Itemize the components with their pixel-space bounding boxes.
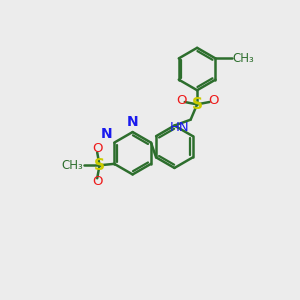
Text: S: S [94, 158, 105, 173]
Text: N: N [100, 127, 112, 141]
Text: O: O [92, 175, 102, 188]
Text: O: O [92, 142, 102, 155]
Text: N: N [127, 115, 138, 129]
Text: O: O [176, 94, 187, 107]
Text: CH₃: CH₃ [61, 159, 83, 172]
Text: S: S [192, 97, 203, 112]
Text: HN: HN [169, 121, 189, 134]
Text: CH₃: CH₃ [233, 52, 255, 65]
Text: O: O [208, 94, 218, 107]
